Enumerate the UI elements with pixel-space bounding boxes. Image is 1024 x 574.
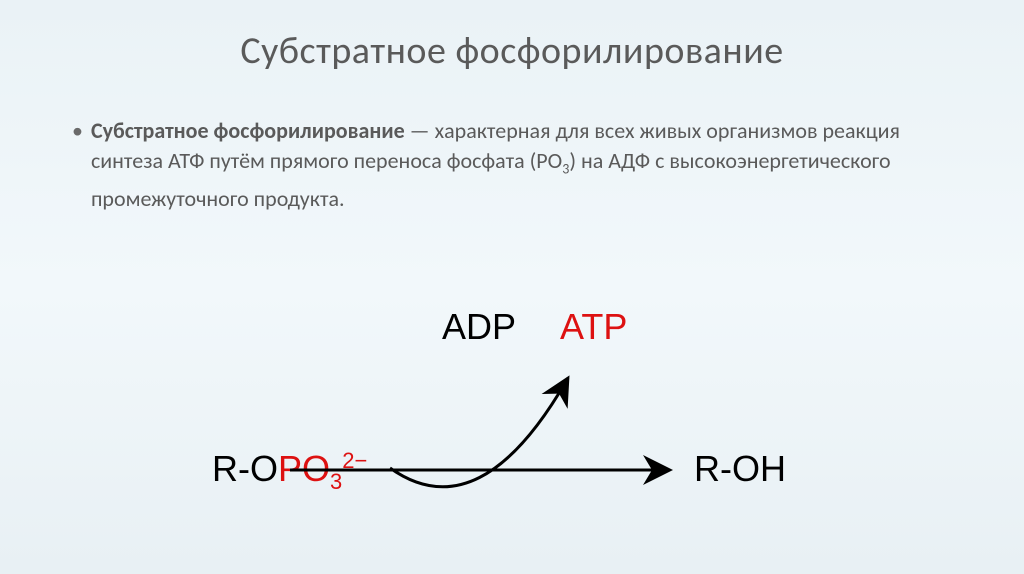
definition-text: Субстратное фосфорилирование — характерн… (91, 116, 952, 214)
product-formula: R-OH (694, 448, 786, 490)
bullet-icon: • (72, 116, 83, 146)
adp-label: ADP (442, 306, 516, 348)
reaction-diagram: ADP ATP R-OPO32− R-OH (212, 330, 812, 520)
definition-block: • Субстратное фосфорилирование — характе… (0, 74, 1024, 214)
atp-text: ATP (560, 306, 627, 347)
reaction-arrows (280, 360, 690, 490)
reactant-prefix: R-O (212, 448, 278, 489)
definition-term: Субстратное фосфорилирование (91, 117, 405, 144)
page-title: Субстратное фосфорилирование (0, 0, 1024, 74)
atp-label: ATP (560, 306, 627, 348)
